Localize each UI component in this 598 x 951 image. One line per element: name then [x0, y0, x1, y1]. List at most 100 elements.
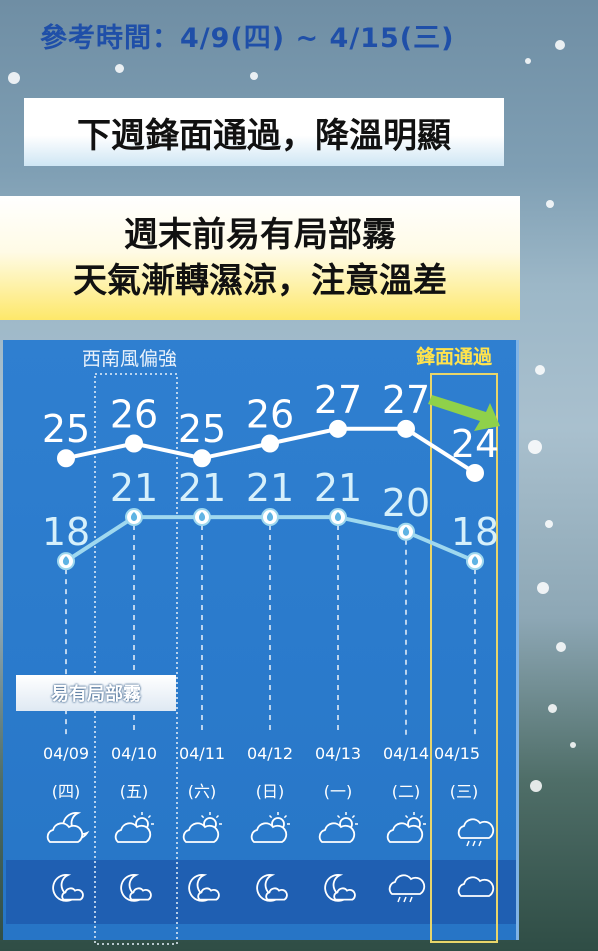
- date-label: 04/12: [246, 744, 294, 763]
- snow-dot: [525, 58, 531, 64]
- high-temp-label: 26: [246, 393, 294, 437]
- high-temp-label: 25: [178, 407, 226, 451]
- high-temp-label: 24: [451, 422, 499, 466]
- moon-cloud-icon: [188, 874, 220, 902]
- snow-dot: [570, 742, 576, 748]
- snow-dot: [546, 200, 554, 208]
- cloud-shape: [318, 822, 356, 843]
- high-temp-label: 26: [110, 393, 158, 437]
- raindrop-icon: [62, 556, 70, 566]
- sun-cloud-icon: [386, 812, 426, 843]
- summary-line-1: 週末前易有局部霧: [124, 215, 396, 255]
- date-label: 04/10: [110, 744, 158, 763]
- raindrop-icon: [402, 526, 410, 536]
- rain-drop: [403, 896, 407, 903]
- high-temp-point: [261, 434, 279, 453]
- snow-dot: [555, 40, 565, 50]
- moon-cloud-icon: [256, 874, 288, 902]
- weekday-label: (二): [391, 782, 421, 801]
- date-label: 04/11: [178, 744, 226, 763]
- low-temp-label: 18: [451, 510, 499, 554]
- raindrop-icon: [198, 512, 206, 522]
- cloud-shape: [182, 822, 220, 843]
- cloud-shape: [129, 887, 152, 901]
- snow-dot: [115, 64, 124, 73]
- sun-cloud-icon: [318, 812, 358, 843]
- weekday-label: (三): [449, 782, 479, 801]
- date-label: 04/15: [433, 744, 481, 763]
- raindrop-icon: [130, 512, 138, 522]
- snow-dot: [8, 72, 20, 84]
- low-temp-label: 20: [382, 481, 430, 525]
- low-temp-label: 21: [110, 466, 158, 510]
- summary-banner: 週末前易有局部霧 天氣漸轉濕涼，注意溫差: [0, 196, 520, 320]
- high-temp-point: [125, 434, 143, 453]
- sun-ray: [336, 814, 341, 819]
- moon-shape: [62, 812, 90, 840]
- southwest-wind-box: [94, 373, 178, 945]
- sun-ray: [404, 814, 409, 819]
- fog-badge-text: 易有局部霧: [51, 684, 141, 705]
- high-temp-label: 27: [382, 378, 430, 422]
- sun-ray: [268, 814, 273, 819]
- sun-cloud-icon: [114, 812, 154, 843]
- cloud-moon-icon: [46, 812, 90, 843]
- rain-drop: [472, 840, 476, 847]
- weekday-label: (日): [255, 782, 285, 801]
- weekday-label: (五): [119, 782, 149, 801]
- snow-dot: [537, 582, 549, 594]
- high-temp-point: [397, 419, 415, 438]
- moon-cloud-icon: [52, 874, 84, 902]
- sun-ray: [132, 814, 137, 819]
- cloud-shape: [265, 887, 288, 901]
- sun-ray: [419, 814, 424, 819]
- weekday-label: (六): [187, 782, 217, 801]
- low-temp-label: 21: [314, 466, 362, 510]
- snow-dot: [250, 72, 258, 80]
- summary-line-2: 天氣漸轉濕涼，注意溫差: [73, 261, 447, 301]
- sun-ray: [215, 814, 220, 819]
- snow-dot: [530, 780, 542, 792]
- front-passing-box: [430, 373, 498, 943]
- raindrop-icon: [471, 556, 479, 566]
- rain-drop: [478, 840, 482, 847]
- cloud-shape: [250, 822, 288, 843]
- high-temp-label: 27: [314, 378, 362, 422]
- snow-dot: [548, 704, 557, 713]
- sun-ray: [147, 814, 152, 819]
- raindrop-icon: [334, 512, 342, 522]
- snow-dot: [545, 520, 553, 528]
- reference-date: 參考時間：4/9(四) ~ 4/15(三): [40, 23, 455, 54]
- moon-cloud-icon: [120, 874, 152, 902]
- rain-cloud-icon: [457, 818, 495, 847]
- high-temp-point: [466, 463, 484, 482]
- date-label: 04/14: [382, 744, 430, 763]
- sun-cloud-icon: [182, 812, 222, 843]
- cloud-shape: [61, 887, 84, 901]
- high-temp-point: [193, 449, 211, 468]
- cloud-shape: [386, 822, 424, 843]
- cloud-shape: [388, 874, 426, 895]
- weekday-label: (四): [51, 782, 81, 801]
- sun-ray: [200, 814, 205, 819]
- snow-dot: [535, 365, 545, 375]
- southwest-wind-label: 西南風偏強: [82, 348, 178, 370]
- sun-ray: [351, 814, 356, 819]
- rain-drop: [466, 840, 470, 847]
- headline-text: 下週鋒面通過，降溫明顯: [77, 115, 451, 156]
- snow-dot: [556, 642, 566, 652]
- low-temp-label: 21: [178, 466, 226, 510]
- sun-ray: [283, 814, 288, 819]
- front-passing-label: 鋒面通過: [416, 346, 493, 368]
- rain-drop: [409, 896, 413, 903]
- high-temp-point: [57, 449, 75, 468]
- cloud-icon: [457, 876, 495, 897]
- date-label: 04/13: [314, 744, 362, 763]
- sun-cloud-icon: [250, 812, 290, 843]
- moon-cloud-icon: [324, 874, 356, 902]
- cloud-shape: [197, 887, 220, 901]
- low-temp-label: 21: [246, 466, 294, 510]
- date-label: 04/09: [42, 744, 90, 763]
- fog-badge: 易有局部霧: [16, 675, 176, 711]
